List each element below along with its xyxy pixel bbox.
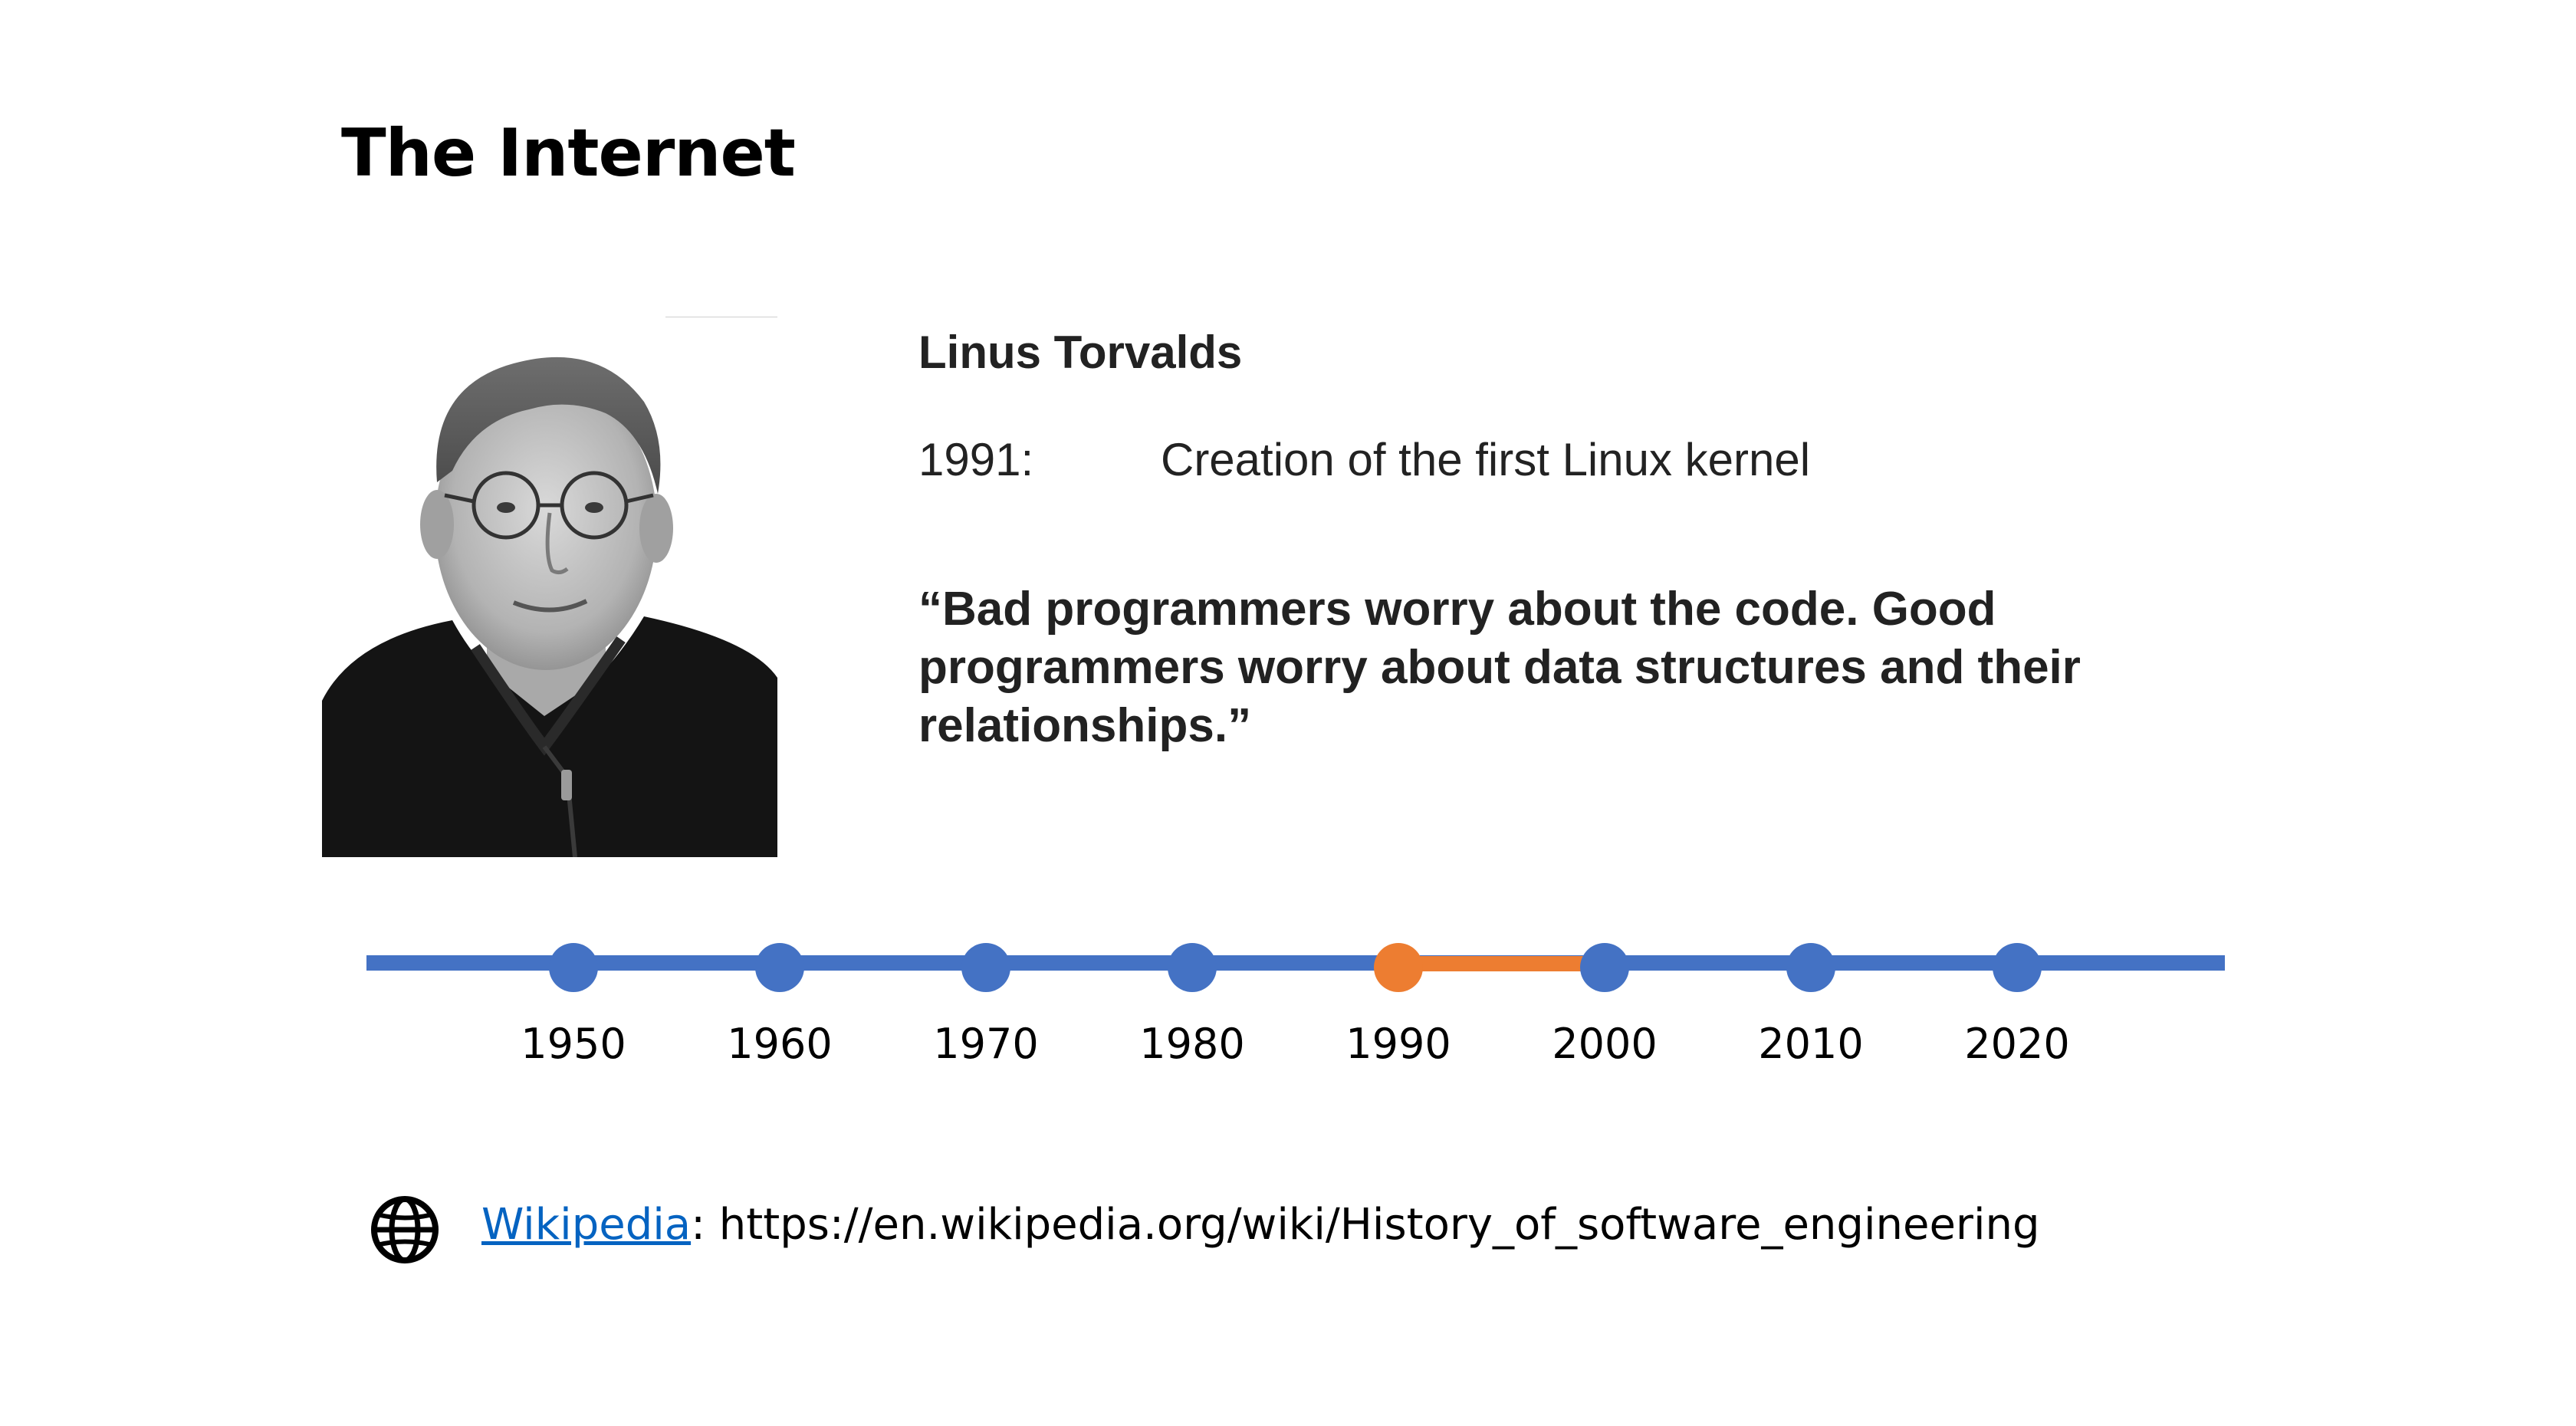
portrait-illustration	[322, 317, 777, 857]
timeline-label-2010: 2010	[1758, 1020, 1864, 1068]
quote-line: relationships.”	[918, 699, 1252, 752]
timeline-marker-1960	[755, 943, 804, 992]
timeline-label-2020: 2020	[1964, 1020, 2070, 1068]
wikipedia-link[interactable]: Wikipedia	[481, 1200, 692, 1250]
quote: “Bad programmers worry about the code. G…	[918, 580, 2222, 755]
portrait-photo	[322, 317, 777, 857]
timeline-marker-2010	[1786, 943, 1835, 992]
quote-line: “Bad programmers worry about the code. G…	[918, 583, 1996, 636]
timeline-marker-2000	[1580, 943, 1629, 992]
timeline-marker-1980	[1168, 943, 1217, 992]
globe-icon	[371, 1196, 439, 1263]
source-citation: Wikipedia: https://en.wikipedia.org/wiki…	[481, 1200, 2040, 1250]
timeline-marker-2020	[1993, 943, 2042, 992]
timeline-marker-1970	[961, 943, 1010, 992]
timeline-marker-1990	[1374, 943, 1423, 992]
slide-title: The Internet	[341, 115, 796, 192]
quote-line: programmers worry about data structures …	[918, 641, 2081, 694]
timeline-label-1960: 1960	[727, 1020, 833, 1068]
event-description: Creation of the first Linux kernel	[1161, 434, 1811, 485]
timeline-label-1950: 1950	[521, 1020, 626, 1068]
timeline-label-1970: 1970	[933, 1020, 1039, 1068]
timeline-marker-1950	[549, 943, 598, 992]
person-name: Linus Torvalds	[918, 327, 1243, 378]
timeline-label-1990: 1990	[1346, 1020, 1451, 1068]
timeline-label-1980: 1980	[1139, 1020, 1245, 1068]
source-url: https://en.wikipedia.org/wiki/History_of…	[718, 1200, 2040, 1250]
timeline	[366, 943, 2225, 992]
timeline-label-2000: 2000	[1552, 1020, 1658, 1068]
event-year: 1991:	[918, 434, 1034, 485]
source-separator: :	[691, 1200, 705, 1250]
